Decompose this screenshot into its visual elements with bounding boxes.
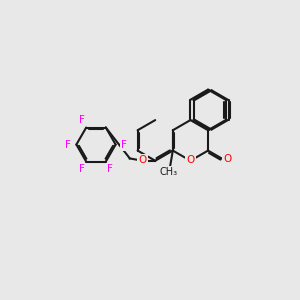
Text: F: F — [107, 164, 113, 174]
Text: F: F — [79, 115, 85, 125]
Text: CH₃: CH₃ — [160, 167, 178, 177]
Text: O: O — [186, 154, 195, 165]
Text: O: O — [223, 154, 231, 164]
Text: F: F — [79, 164, 85, 174]
Text: F: F — [122, 140, 128, 150]
Text: O: O — [138, 155, 147, 165]
Text: F: F — [64, 140, 70, 150]
